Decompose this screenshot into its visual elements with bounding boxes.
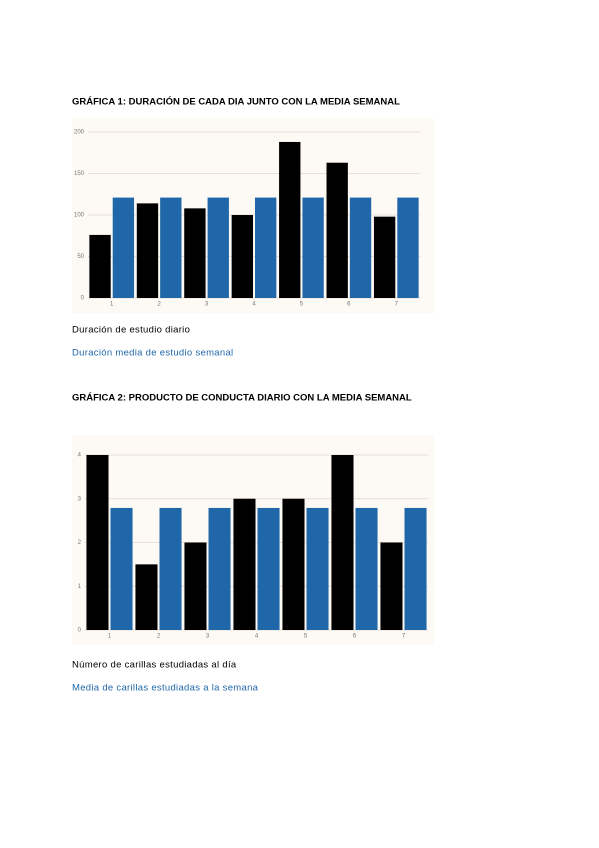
bar (184, 542, 207, 630)
x-tick-label: 6 (353, 634, 357, 640)
y-tick-label: 0 (81, 296, 85, 302)
chart-title: GRÁFICA 1: DURACIÓN DE CADA DIA JUNTO CO… (72, 96, 400, 108)
bar (373, 216, 396, 298)
bar (160, 197, 182, 298)
bar (306, 507, 329, 630)
bar (207, 197, 229, 298)
y-tick-label: 4 (78, 453, 82, 459)
y-tick-label: 50 (77, 254, 84, 260)
bar (135, 564, 158, 630)
bar (380, 542, 403, 630)
x-tick-label: 2 (157, 634, 161, 640)
bar (302, 197, 324, 298)
bar (355, 507, 378, 630)
bar (136, 203, 159, 298)
y-tick-label: 150 (74, 171, 85, 177)
x-tick-label: 5 (300, 302, 304, 308)
bar (110, 507, 133, 630)
bar (208, 507, 231, 630)
x-tick-label: 1 (108, 634, 112, 640)
legend-entry: Número de carillas estudiadas al día (72, 660, 237, 671)
x-tick-label: 4 (255, 634, 259, 640)
y-tick-label: 100 (74, 213, 85, 219)
bar (397, 197, 419, 298)
legend-entry: Duración media de estudio semanal (72, 348, 233, 359)
legend-entry: Media de carillas estudiadas a la semana (72, 683, 259, 694)
x-tick-label: 7 (395, 302, 399, 308)
bar (233, 498, 256, 630)
bar (279, 141, 301, 298)
bar (255, 197, 277, 298)
y-tick-label: 3 (78, 496, 82, 502)
x-tick-label: 3 (206, 634, 210, 640)
y-tick-label: 1 (78, 584, 82, 590)
y-tick-label: 2 (78, 540, 82, 546)
bar (257, 507, 280, 630)
bar (184, 208, 206, 298)
bar (331, 455, 354, 630)
bar (112, 197, 135, 298)
x-tick-label: 4 (252, 302, 256, 308)
legend-entry: Duración de estudio diario (72, 325, 190, 336)
x-tick-label: 1 (110, 302, 114, 308)
bar (282, 498, 305, 630)
bar (86, 455, 109, 630)
x-tick-label: 6 (347, 302, 351, 308)
x-tick-label: 3 (205, 302, 209, 308)
chart-title: GRÁFICA 2: PRODUCTO DE CONDUCTA DIARIO C… (72, 393, 412, 404)
x-tick-label: 7 (402, 634, 406, 640)
bar (349, 197, 372, 298)
y-tick-label: 0 (78, 628, 82, 634)
bar (89, 234, 111, 298)
bar (326, 162, 348, 298)
bar (404, 507, 427, 630)
bar (231, 215, 253, 298)
y-tick-label: 200 (74, 130, 85, 136)
bar (159, 507, 182, 630)
x-tick-label: 2 (157, 302, 161, 308)
x-tick-label: 5 (304, 634, 308, 640)
